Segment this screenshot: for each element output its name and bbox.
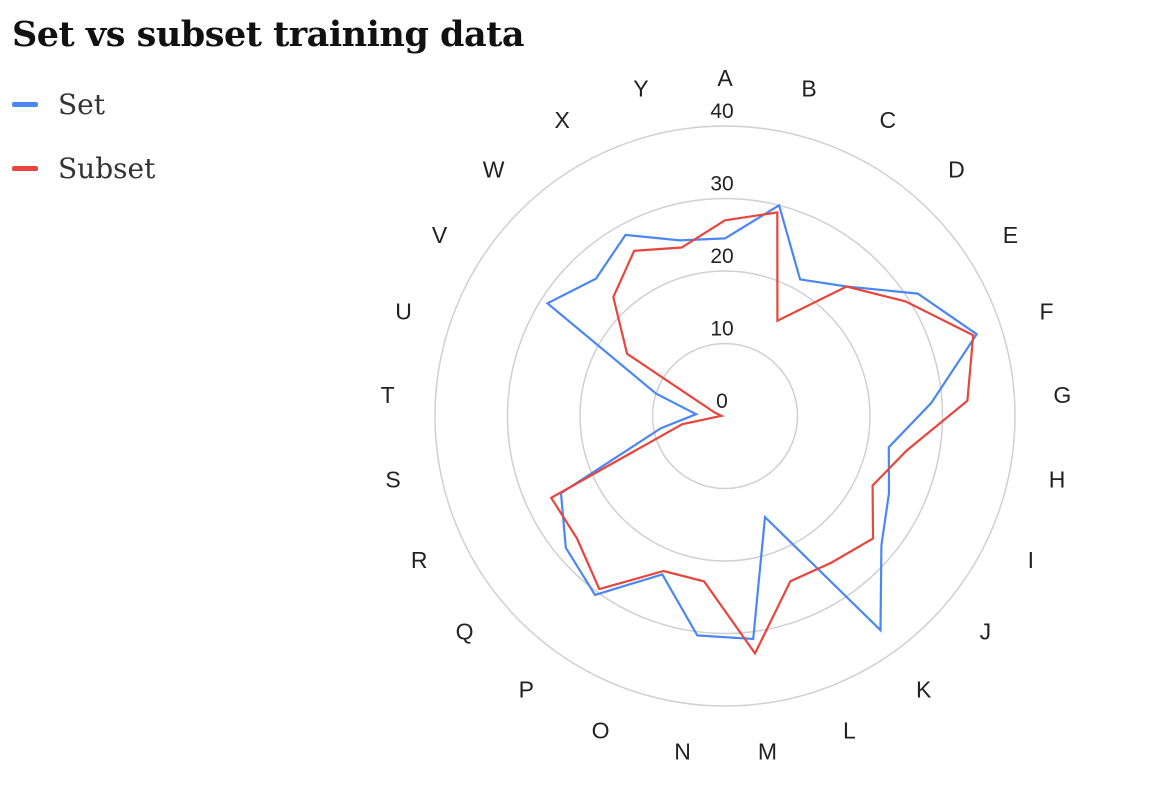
category-label: T: [381, 382, 395, 408]
category-label: X: [555, 107, 570, 133]
grid-circle-10: [651, 342, 799, 490]
radial-tick-label: 20: [710, 245, 733, 268]
category-label: V: [432, 222, 448, 248]
series-line-subset: [549, 211, 975, 656]
legend: Set Subset: [12, 88, 155, 216]
radial-tick-label: 40: [710, 100, 733, 123]
category-label: I: [1028, 547, 1034, 573]
grid-circle-40: [434, 125, 1016, 707]
radial-tick-label: 10: [710, 318, 733, 341]
category-label: O: [592, 717, 610, 743]
legend-label-subset: Subset: [58, 151, 156, 185]
legend-label-set: Set: [58, 87, 106, 121]
category-label: K: [916, 676, 932, 702]
category-label: J: [980, 618, 992, 644]
radial-tick-label: 0: [716, 390, 728, 413]
category-label: L: [843, 717, 856, 743]
category-label: M: [758, 738, 777, 764]
category-label: P: [519, 676, 534, 702]
grid-circle-30: [506, 197, 944, 635]
category-label: F: [1039, 299, 1053, 325]
category-label: C: [879, 107, 896, 133]
grid-circle-20: [579, 270, 871, 562]
category-label: N: [674, 738, 691, 764]
category-label: U: [395, 299, 412, 325]
legend-item-set[interactable]: Set: [12, 87, 155, 121]
legend-swatch-set: [12, 101, 38, 107]
category-label: H: [1049, 466, 1066, 492]
category-label: B: [801, 76, 816, 102]
chart-title: Set vs subset training data: [12, 14, 525, 55]
category-label: A: [717, 65, 733, 91]
category-label: Q: [456, 618, 474, 644]
radial-tick-label: 30: [710, 173, 733, 196]
category-label: W: [483, 157, 505, 183]
category-label: S: [385, 466, 400, 492]
category-label: R: [411, 547, 428, 573]
category-label: E: [1003, 222, 1018, 248]
legend-swatch-subset: [12, 165, 38, 171]
category-label: D: [948, 157, 965, 183]
category-label: G: [1053, 382, 1071, 408]
series-line-set: [545, 203, 979, 641]
legend-item-subset[interactable]: Subset: [12, 151, 156, 185]
category-label: Y: [633, 76, 648, 102]
